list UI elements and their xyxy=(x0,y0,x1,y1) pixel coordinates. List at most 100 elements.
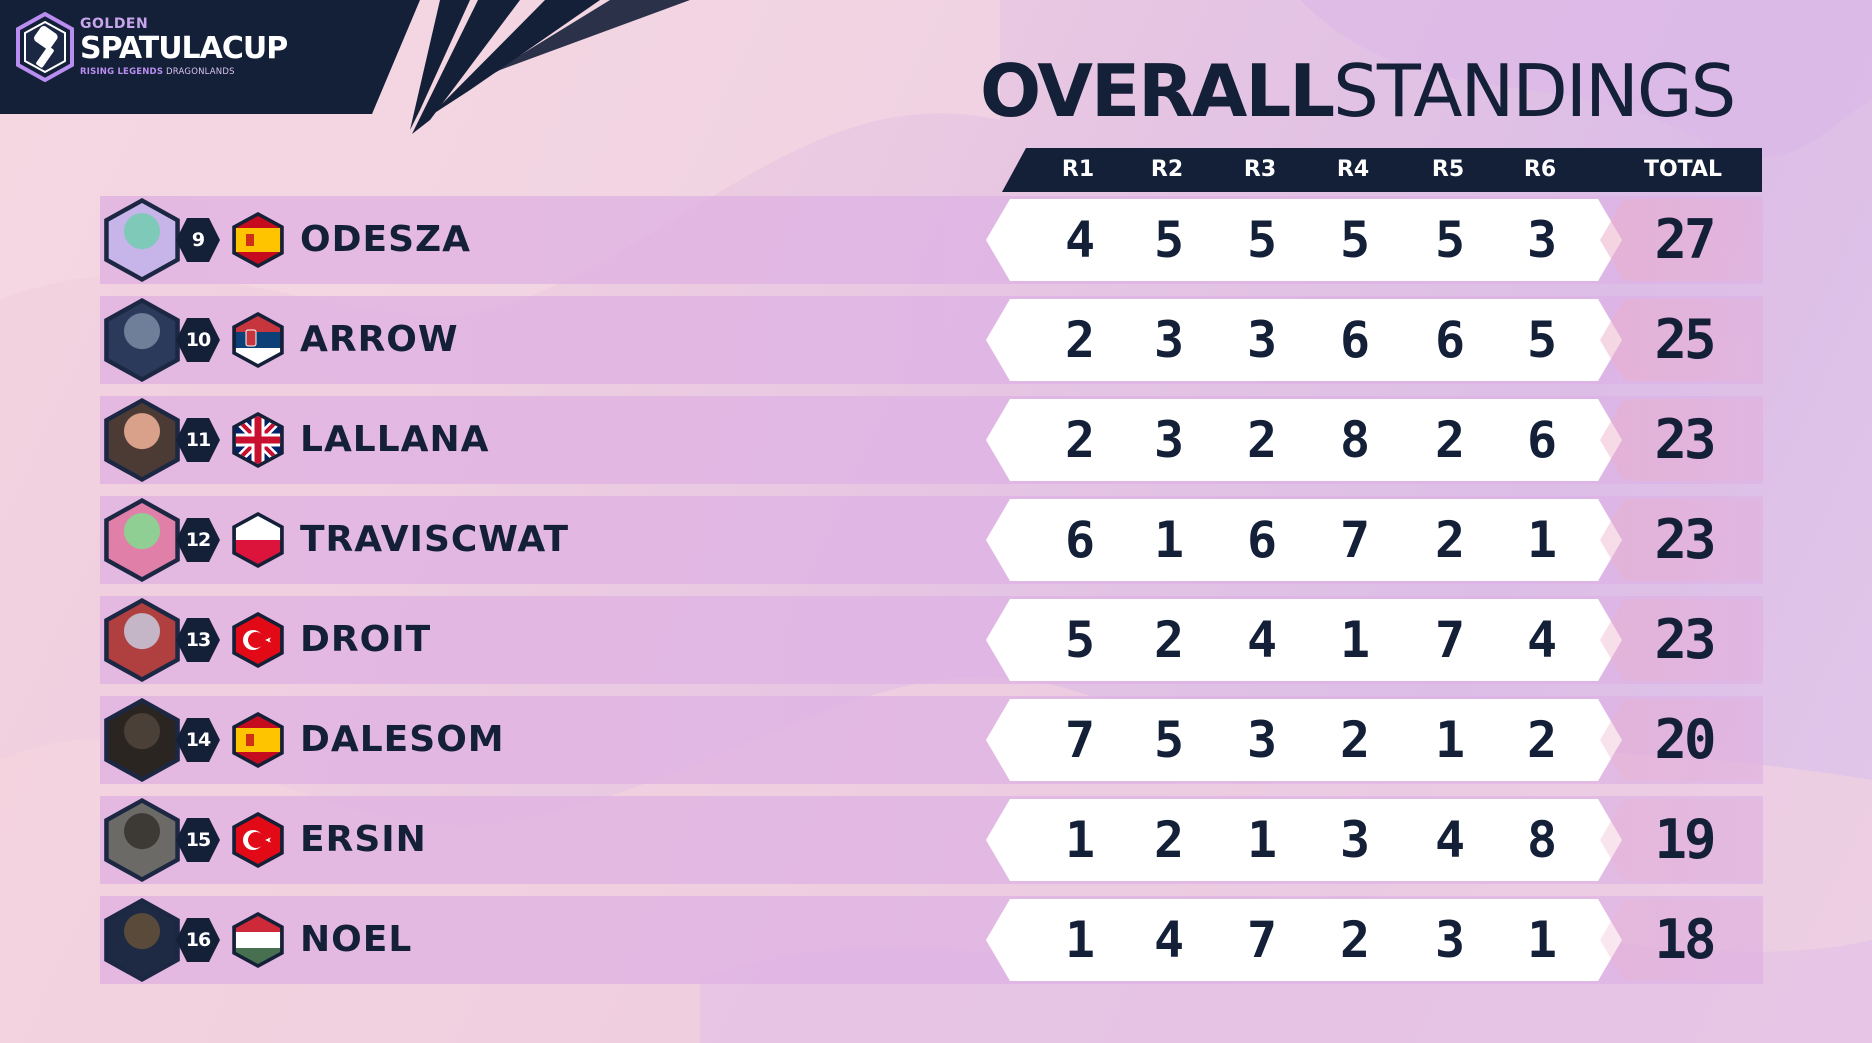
score-r5: 2 xyxy=(1434,411,1466,469)
score-r3: 4 xyxy=(1246,611,1278,669)
seed-badge: 11 xyxy=(176,418,220,462)
total-score: 23 xyxy=(1654,508,1716,571)
slash-decoration xyxy=(410,0,690,134)
score-strip xyxy=(986,499,1622,581)
score-r1: 6 xyxy=(1064,511,1096,569)
score-r1: 1 xyxy=(1064,811,1096,869)
player-avatar xyxy=(100,298,184,382)
total-cell xyxy=(1600,199,1763,281)
total-cell xyxy=(1600,299,1763,381)
score-strip xyxy=(986,199,1622,281)
column-header-r4: R4 xyxy=(1336,157,1370,182)
score-r3: 3 xyxy=(1246,711,1278,769)
score-r4: 2 xyxy=(1339,711,1371,769)
score-r3: 3 xyxy=(1246,311,1278,369)
total-score: 19 xyxy=(1654,808,1716,871)
total-score: 25 xyxy=(1654,308,1716,371)
score-r1: 2 xyxy=(1064,411,1096,469)
score-r4: 5 xyxy=(1339,211,1371,269)
player-name: ARROW xyxy=(300,319,459,360)
score-r6: 1 xyxy=(1526,911,1558,969)
score-r3: 5 xyxy=(1246,211,1278,269)
score-r6: 1 xyxy=(1526,511,1558,569)
player-name: DALESOM xyxy=(300,719,505,760)
score-strip xyxy=(986,399,1622,481)
total-cell xyxy=(1600,399,1763,481)
total-score: 23 xyxy=(1654,408,1716,471)
score-r4: 8 xyxy=(1339,411,1371,469)
score-r1: 1 xyxy=(1064,911,1096,969)
score-strip xyxy=(986,899,1622,981)
total-cell xyxy=(1600,899,1763,981)
column-header-r2: R2 xyxy=(1150,157,1184,182)
total-cell xyxy=(1600,599,1763,681)
table-row: 13 DROIT 5 2 4 1 7 4 23 xyxy=(0,596,1872,684)
column-header-r5: R5 xyxy=(1431,157,1465,182)
score-r5: 5 xyxy=(1434,211,1466,269)
score-r6: 6 xyxy=(1526,411,1558,469)
player-name: ODESZA xyxy=(300,219,471,260)
player-avatar xyxy=(100,798,184,882)
score-r5: 2 xyxy=(1434,511,1466,569)
score-r2: 3 xyxy=(1153,311,1185,369)
score-r2: 5 xyxy=(1153,211,1185,269)
brand-sub-bold: RISING LEGENDS xyxy=(80,67,164,77)
table-header xyxy=(1002,148,1762,192)
brand-sub: RISING LEGENDS DRAGONLANDS xyxy=(80,66,287,78)
score-strip xyxy=(986,599,1622,681)
serbia-flag-icon xyxy=(232,312,284,368)
table-row: 11 LALLANA 2 3 2 8 2 6 23 xyxy=(0,396,1872,484)
score-r4: 7 xyxy=(1339,511,1371,569)
table-row: 9 ODESZA 4 5 5 5 5 3 27 xyxy=(0,196,1872,284)
player-name: TRAVISCWAT xyxy=(300,519,570,560)
score-r6: 5 xyxy=(1526,311,1558,369)
player-avatar xyxy=(100,498,184,582)
column-header-r1: R1 xyxy=(1061,157,1095,182)
column-header-r6: R6 xyxy=(1523,157,1557,182)
lallana-avatar xyxy=(108,403,176,477)
brand-logo: GOLDEN SPATULACUP RISING LEGENDS DRAGONL… xyxy=(80,16,288,78)
score-r5: 4 xyxy=(1434,811,1466,869)
brand-main: SPATULACUP xyxy=(80,31,288,66)
total-score: 23 xyxy=(1654,608,1716,671)
score-r6: 3 xyxy=(1526,211,1558,269)
arrow-avatar xyxy=(108,303,176,377)
score-r2: 5 xyxy=(1153,711,1185,769)
title-bold: OVERALL xyxy=(980,49,1335,133)
score-r1: 5 xyxy=(1064,611,1096,669)
score-strip xyxy=(986,699,1622,781)
player-avatar xyxy=(100,398,184,482)
total-cell xyxy=(1600,799,1763,881)
total-cell xyxy=(1600,699,1763,781)
score-r2: 4 xyxy=(1153,911,1185,969)
player-name: NOEL xyxy=(300,919,413,960)
score-r2: 2 xyxy=(1153,811,1185,869)
score-r5: 6 xyxy=(1434,311,1466,369)
score-strip xyxy=(986,799,1622,881)
score-r3: 7 xyxy=(1246,911,1278,969)
score-strip xyxy=(986,299,1622,381)
score-r5: 7 xyxy=(1434,611,1466,669)
score-r6: 8 xyxy=(1526,811,1558,869)
score-r3: 6 xyxy=(1246,511,1278,569)
total-cell xyxy=(1600,499,1763,581)
score-r6: 4 xyxy=(1526,611,1558,669)
score-r5: 3 xyxy=(1434,911,1466,969)
column-header-r3: R3 xyxy=(1243,157,1277,182)
seed-badge: 10 xyxy=(176,318,220,362)
score-r2: 2 xyxy=(1153,611,1185,669)
player-avatar xyxy=(100,898,184,982)
score-r3: 1 xyxy=(1246,811,1278,869)
player-name: ERSIN xyxy=(300,819,427,860)
score-r3: 2 xyxy=(1246,411,1278,469)
brand-sub-rest: DRAGONLANDS xyxy=(163,67,235,77)
score-r4: 2 xyxy=(1339,911,1371,969)
score-r1: 7 xyxy=(1064,711,1096,769)
score-r4: 3 xyxy=(1339,811,1371,869)
score-r1: 2 xyxy=(1064,311,1096,369)
table-row: 12 TRAVISCWAT 6 1 6 7 2 1 23 xyxy=(0,496,1872,584)
total-score: 27 xyxy=(1654,208,1716,271)
score-r2: 3 xyxy=(1153,411,1185,469)
player-avatar xyxy=(100,698,184,782)
table-row: 15 ERSIN 1 2 1 3 4 8 19 xyxy=(0,796,1872,884)
